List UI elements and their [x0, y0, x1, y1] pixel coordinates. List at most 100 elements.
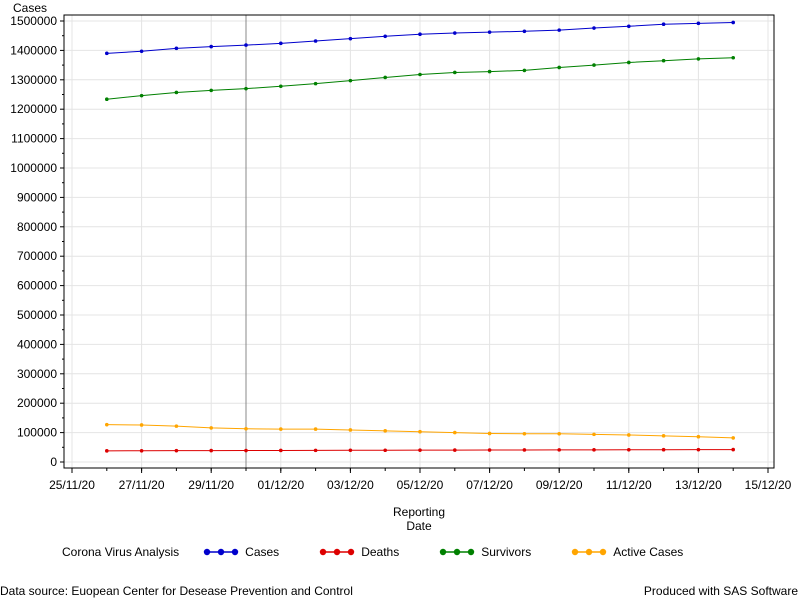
data-point-deaths: [105, 449, 109, 453]
data-point-active-cases: [661, 434, 666, 438]
data-point-survivors: [627, 60, 631, 65]
data-point-survivors: [453, 70, 457, 75]
data-point-deaths: [139, 448, 144, 453]
y-tick-label: 800000: [17, 220, 57, 234]
data-point-active-cases: [453, 430, 457, 435]
data-point-active-cases: [244, 426, 248, 431]
legend-swatch-cases: [203, 548, 239, 556]
data-point-cases: [139, 49, 144, 54]
series-layer: [105, 20, 735, 453]
x-tick-label: 05/12/20: [397, 478, 444, 492]
data-point-cases: [731, 20, 735, 25]
data-point-deaths: [244, 448, 248, 453]
data-point-active-cases: [557, 431, 561, 436]
data-point-survivors: [348, 78, 353, 83]
y-tick-label: 200000: [17, 396, 57, 410]
data-point-deaths: [418, 448, 422, 452]
legend-swatch-active-cases: [572, 548, 607, 556]
data-point-cases: [348, 36, 353, 41]
data-point-active-cases: [696, 434, 701, 439]
data-point-active-cases: [418, 429, 422, 434]
legend-title: Corona Virus Analysis: [62, 545, 180, 559]
data-point-cases: [313, 39, 318, 43]
data-point-cases: [244, 43, 248, 47]
y-axis-title: Cases: [13, 1, 47, 15]
data-point-active-cases: [348, 428, 353, 432]
y-tick-label: 1300000: [10, 73, 57, 87]
legend-label-survivors: Survivors: [481, 545, 532, 559]
data-point-deaths: [627, 447, 631, 452]
data-point-deaths: [731, 447, 735, 452]
data-point-active-cases: [174, 424, 179, 428]
data-point-deaths: [453, 448, 457, 452]
data-point-deaths: [383, 448, 388, 453]
data-point-deaths: [313, 448, 318, 453]
data-point-cases: [209, 44, 213, 49]
y-tick-label: 1500000: [10, 14, 57, 28]
data-point-deaths: [279, 448, 283, 453]
data-point-survivors: [487, 69, 492, 74]
data-point-active-cases: [731, 436, 735, 440]
chart: 0 100000 200000 300000 400000 500000 600000 700…: [10, 1, 792, 533]
data-point-survivors: [557, 65, 561, 70]
legend: Corona Virus Analysis Cases Deaths Survi…: [62, 545, 723, 559]
x-tick-label: 11/12/20: [606, 478, 652, 492]
x-tick-label: 27/11/20: [119, 478, 165, 492]
x-axis-title-line-1: Reporting: [393, 505, 445, 519]
x-tick-label: 03/12/20: [327, 478, 374, 492]
data-point-cases: [661, 22, 666, 27]
data-point-cases: [592, 26, 596, 30]
data-point-survivors: [696, 57, 701, 61]
data-point-survivors: [522, 68, 527, 73]
data-point-cases: [105, 51, 109, 56]
y-tick-label: 900000: [17, 190, 57, 204]
x-axis: 25/11/20 27/11/20 29/11/20 01/12/20 03/12/20…: [49, 468, 792, 492]
data-point-cases: [522, 29, 527, 34]
plot-frame: [63, 14, 775, 469]
data-point-survivors: [209, 88, 213, 93]
data-point-active-cases: [209, 426, 213, 430]
data-point-cases: [627, 24, 631, 29]
data-point-survivors: [139, 93, 144, 98]
data-point-deaths: [209, 448, 213, 453]
x-tick-label: 01/12/20: [257, 478, 304, 492]
data-point-cases: [418, 32, 422, 37]
data-point-active-cases: [627, 433, 631, 437]
data-point-active-cases: [522, 431, 527, 436]
data-point-survivors: [279, 84, 283, 89]
y-tick-label: 600000: [17, 279, 57, 293]
legend-item-survivors: Survivors: [439, 545, 531, 559]
data-point-active-cases: [487, 431, 492, 436]
legend-item-deaths: Deaths: [319, 545, 399, 559]
data-point-active-cases: [313, 427, 318, 431]
footer-produced-with: Produced with SAS Software: [643, 584, 798, 598]
data-point-deaths: [696, 447, 701, 452]
footer-data-source: Data source: Euopean Center for Desease …: [0, 584, 353, 598]
legend-swatch-survivors: [440, 548, 475, 556]
data-point-active-cases: [105, 422, 109, 427]
legend-swatch-deaths: [319, 548, 355, 556]
data-point-deaths: [522, 448, 527, 452]
data-point-survivors: [661, 58, 666, 63]
data-point-active-cases: [279, 427, 283, 431]
legend-item-active-cases: Active Cases: [571, 545, 683, 559]
data-point-cases: [557, 28, 561, 32]
legend-label-cases: Cases: [245, 545, 280, 559]
y-tick-label: 500000: [17, 308, 57, 322]
data-point-deaths: [348, 448, 353, 453]
legend-label-deaths: Deaths: [361, 545, 400, 559]
y-tick-label: 1400000: [10, 43, 57, 57]
data-point-survivors: [418, 72, 422, 77]
y-tick-label: 700000: [17, 249, 57, 263]
y-tick-label: 300000: [17, 367, 57, 381]
data-point-survivors: [105, 97, 109, 102]
data-point-survivors: [244, 86, 248, 91]
data-point-cases: [174, 46, 179, 51]
data-point-deaths: [487, 448, 492, 452]
data-point-deaths: [592, 448, 596, 452]
x-axis-title-line-2: Date: [406, 519, 432, 533]
data-point-survivors: [174, 90, 179, 95]
legend-item-cases: Cases: [203, 545, 279, 559]
data-point-active-cases: [383, 429, 388, 433]
data-point-cases: [383, 34, 388, 39]
